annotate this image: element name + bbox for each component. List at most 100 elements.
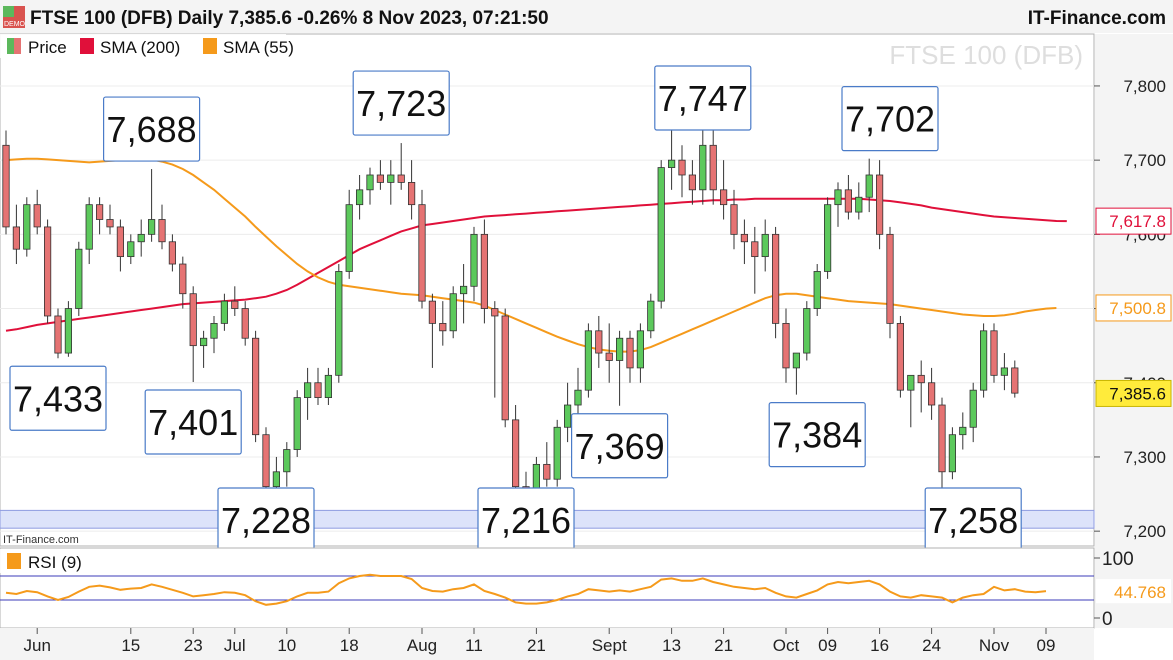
candle-body [44, 226, 52, 317]
candle-body [751, 241, 759, 258]
annotation-box [841, 86, 939, 152]
candle-body [980, 330, 988, 391]
candle-body [636, 330, 645, 369]
rsi-tag: 44.768 [1096, 579, 1171, 604]
candle [772, 226, 780, 339]
candle [137, 219, 145, 257]
candle-body [709, 144, 717, 191]
candle-body [116, 226, 124, 258]
candle-body [824, 204, 832, 272]
candle-body [376, 174, 385, 183]
price-tag-box [1095, 379, 1172, 407]
price-annotation: 7,369 [570, 413, 669, 479]
annotation-box [9, 365, 107, 431]
candle [85, 197, 93, 265]
candle-body [355, 189, 364, 206]
candle-body [792, 352, 801, 369]
legend-sma200-swatch-icon [80, 38, 94, 54]
rsi-tick-label: 0 [1102, 609, 1113, 630]
candle [293, 390, 301, 457]
y-tick-label: 7,200 [1123, 522, 1166, 541]
x-tick-label: Nov [979, 636, 1010, 655]
candle-body [886, 233, 894, 324]
price-annotation: 7,228 [217, 487, 315, 553]
candle-body [720, 189, 728, 206]
rsi-legend: RSI (9) [0, 549, 96, 573]
candle-body [272, 471, 281, 488]
candle-body [647, 300, 655, 332]
candle-body [459, 285, 468, 295]
candle-body [470, 233, 478, 287]
candle-body [418, 204, 426, 302]
candle-body [512, 419, 520, 488]
candle [210, 315, 218, 354]
candle [688, 160, 697, 205]
candle-body [844, 189, 853, 213]
candle-body [917, 374, 925, 384]
candle [428, 293, 437, 368]
candle-body [12, 226, 20, 250]
candle-body [210, 322, 218, 339]
candle-body [699, 144, 707, 191]
candle-body [803, 308, 811, 354]
price-tag-label: 7,617.8 [1109, 212, 1166, 231]
price-annotation: 7,258 [924, 487, 1022, 553]
y-tick-label: 7,300 [1123, 448, 1166, 467]
candle-body [730, 204, 738, 235]
candle-body [564, 404, 572, 428]
annotation-label: 7,401 [148, 402, 238, 443]
candle-body [501, 315, 509, 421]
candle-body [626, 337, 634, 369]
x-tick-label: 21 [714, 636, 733, 655]
candle-body [407, 182, 416, 206]
annotation-label: 7,228 [221, 500, 311, 541]
candle [605, 323, 613, 383]
candle-body [397, 174, 405, 183]
x-tick-label: 23 [184, 636, 203, 655]
candle-body [907, 374, 915, 391]
x-tick-label: Jul [224, 636, 246, 655]
candle-body [439, 322, 447, 332]
candle [740, 219, 749, 265]
candle [241, 301, 249, 346]
candle [699, 125, 707, 205]
candle [199, 330, 208, 368]
candle-body [33, 204, 41, 228]
candle [647, 293, 655, 339]
candle [314, 367, 322, 406]
price-annotation: 7,723 [352, 70, 450, 136]
candle [990, 323, 998, 383]
annotation-label: 7,433 [13, 378, 103, 419]
demo-logo-icon: DEMO [3, 6, 26, 28]
annotation-label: 7,688 [107, 109, 197, 150]
candle-body [345, 204, 353, 272]
candle [792, 352, 801, 395]
candle [501, 308, 509, 428]
price-tag-box [1095, 294, 1172, 322]
annotation-label: 7,702 [845, 99, 935, 140]
legend-sma200-label: SMA (200) [100, 38, 180, 57]
rsi-line [5, 573, 1047, 606]
candle [636, 323, 645, 383]
candle-body [127, 241, 135, 258]
candle [907, 374, 915, 428]
candle [782, 308, 790, 383]
y-tick-label: 7,800 [1123, 77, 1166, 96]
price-annotation: 7,216 [477, 487, 575, 553]
candle-body [543, 463, 551, 480]
candle-body [231, 300, 239, 309]
candle [220, 293, 228, 331]
candle [564, 382, 572, 443]
candle-body [928, 382, 936, 406]
candle [96, 197, 104, 235]
candle-body [293, 397, 301, 450]
candle [397, 143, 405, 190]
candle [345, 189, 353, 279]
candle-body [584, 330, 593, 391]
candle-body [813, 271, 821, 309]
x-tick-label: Sept [592, 636, 627, 655]
candle [886, 226, 894, 339]
candle [12, 204, 20, 265]
candle [761, 219, 769, 272]
candle-body [876, 174, 884, 235]
